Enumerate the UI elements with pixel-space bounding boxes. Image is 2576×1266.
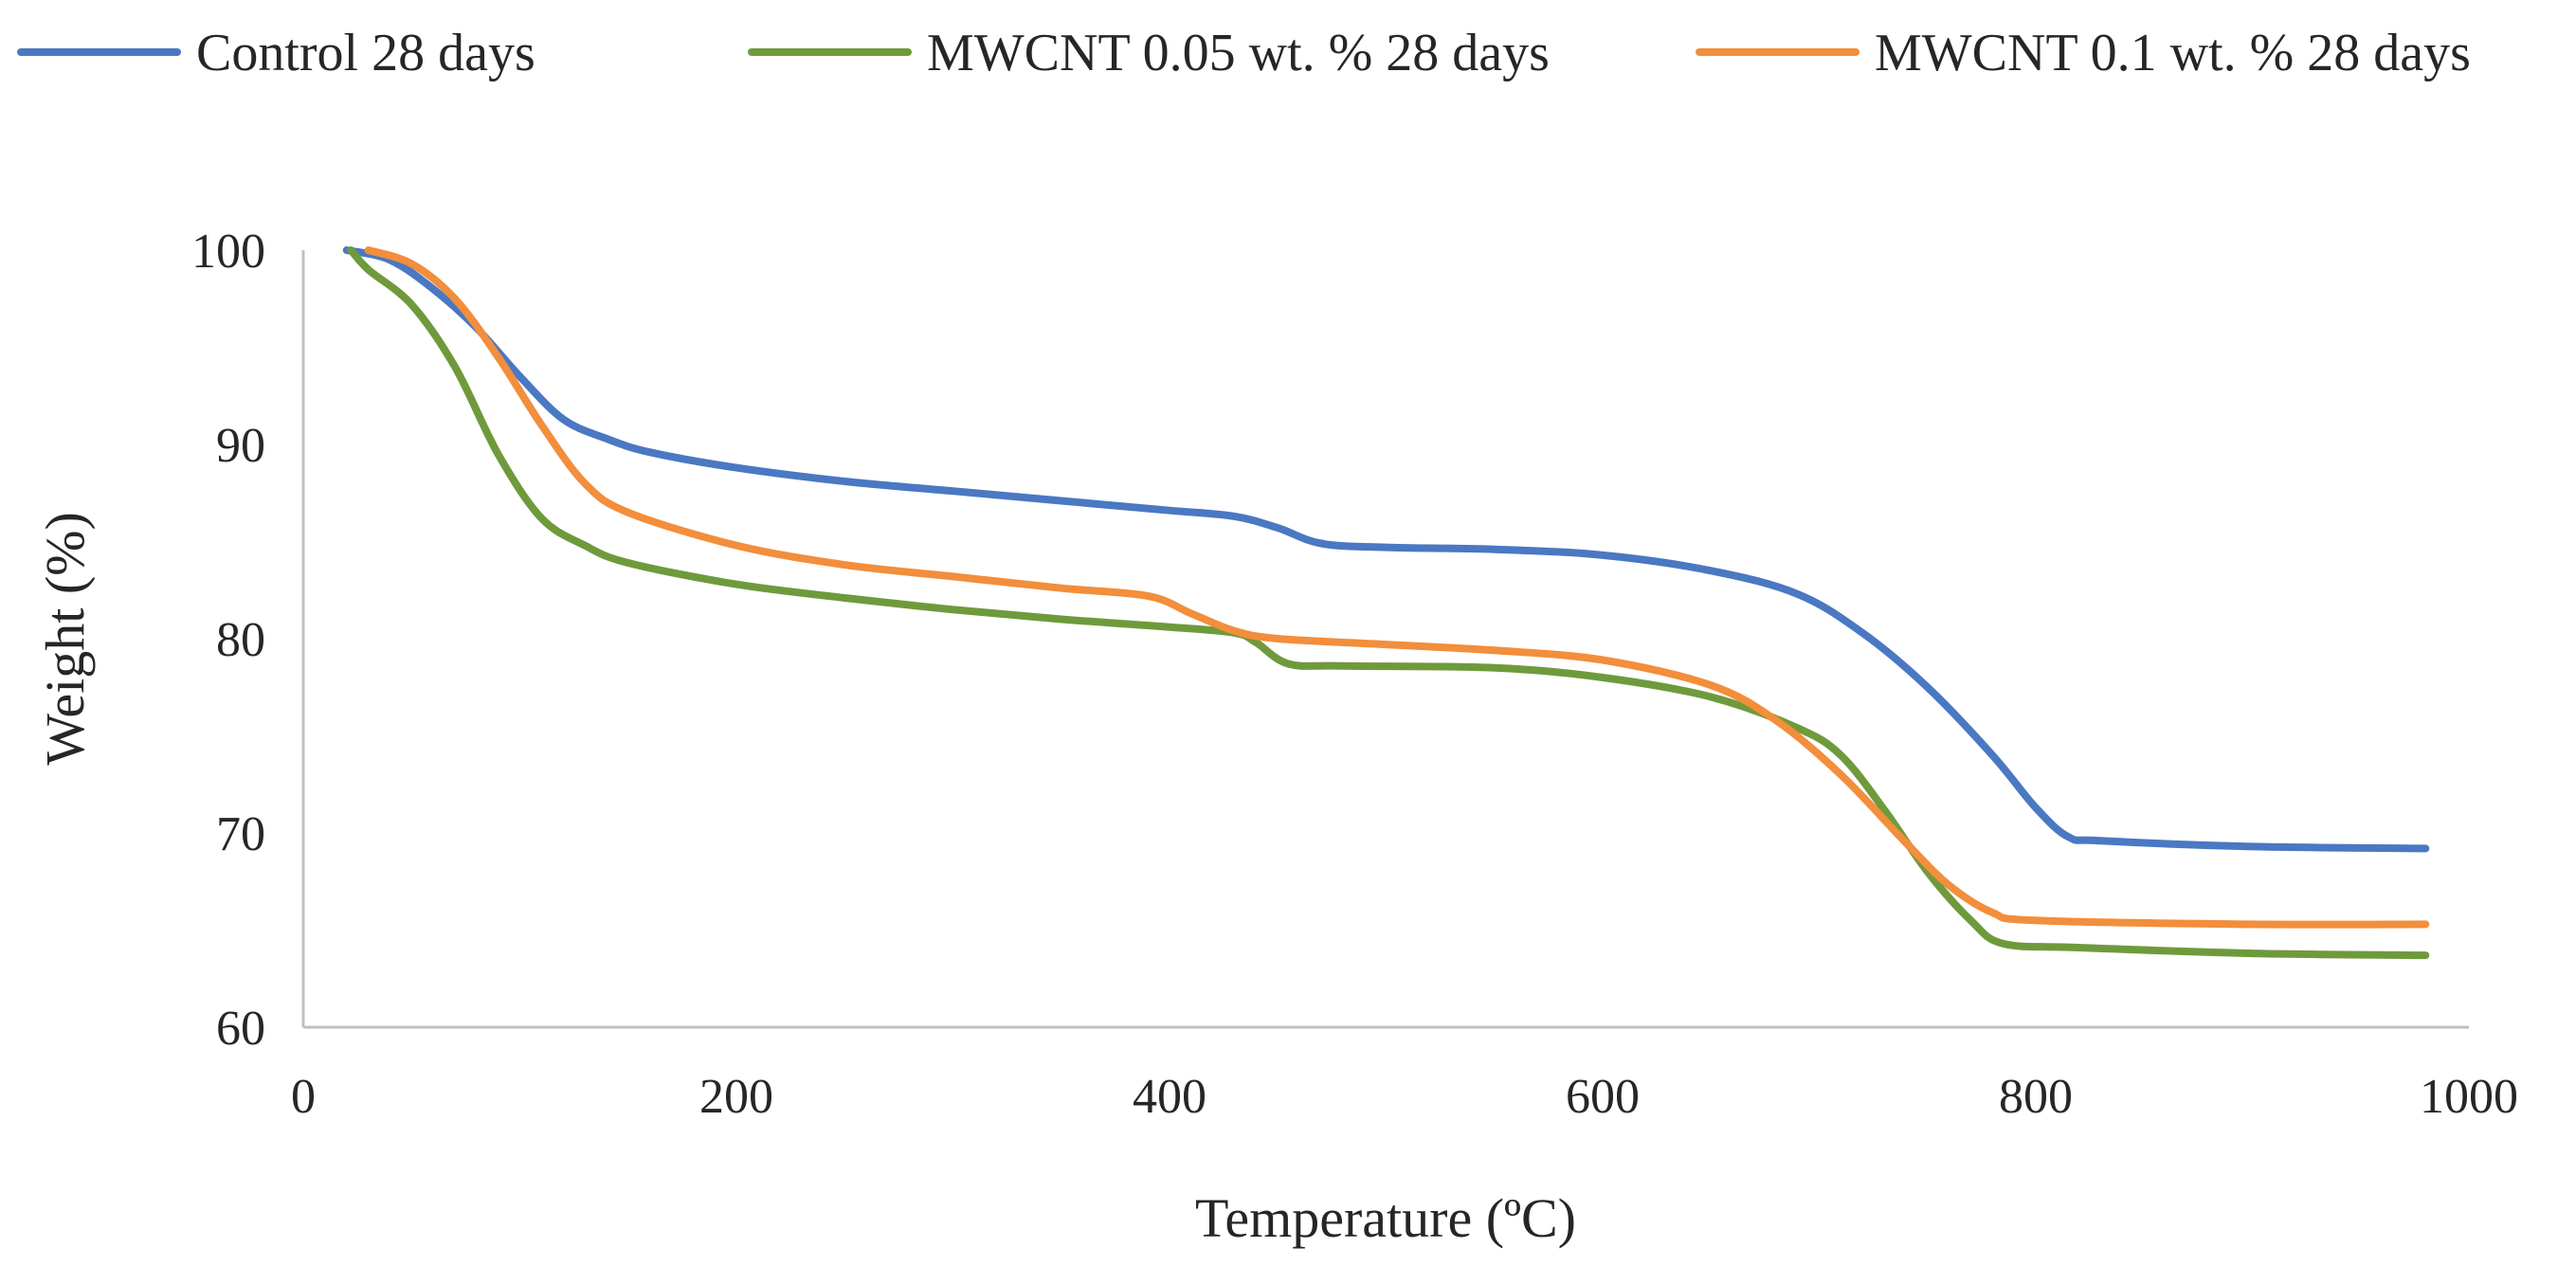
legend-label-2: MWCNT 0.05 wt. % 28 days bbox=[927, 24, 1550, 82]
series-line-3 bbox=[364, 246, 2430, 929]
axes bbox=[301, 250, 2469, 1029]
legend: Control 28 days MWCNT 0.05 wt. % 28 days M… bbox=[17, 24, 2471, 82]
series-line-2 bbox=[347, 246, 2430, 960]
y-axis-title: Weight (%) bbox=[34, 512, 96, 766]
y-tick-label: 80 bbox=[216, 613, 265, 667]
y-tick-label: 70 bbox=[216, 807, 265, 861]
series-line-1 bbox=[342, 246, 2430, 853]
x-tick-label: 200 bbox=[699, 1070, 773, 1124]
x-tick-label: 800 bbox=[1999, 1070, 2073, 1124]
series-lines bbox=[342, 246, 2430, 960]
x-tick-label: 600 bbox=[1566, 1070, 1640, 1124]
y-tick-label: 90 bbox=[216, 419, 265, 473]
legend-label-1: Control 28 days bbox=[196, 24, 535, 82]
y-tick-label: 60 bbox=[216, 1002, 265, 1056]
x-tick-label: 400 bbox=[1133, 1070, 1206, 1124]
x-axis-title: Temperature (ºC) bbox=[1195, 1187, 1576, 1249]
x-tick-label: 0 bbox=[291, 1070, 316, 1124]
legend-label-3: MWCNT 0.1 wt. % 28 days bbox=[1875, 24, 2471, 82]
x-tick-label: 1000 bbox=[2420, 1070, 2518, 1124]
y-tick-label: 100 bbox=[191, 225, 265, 279]
